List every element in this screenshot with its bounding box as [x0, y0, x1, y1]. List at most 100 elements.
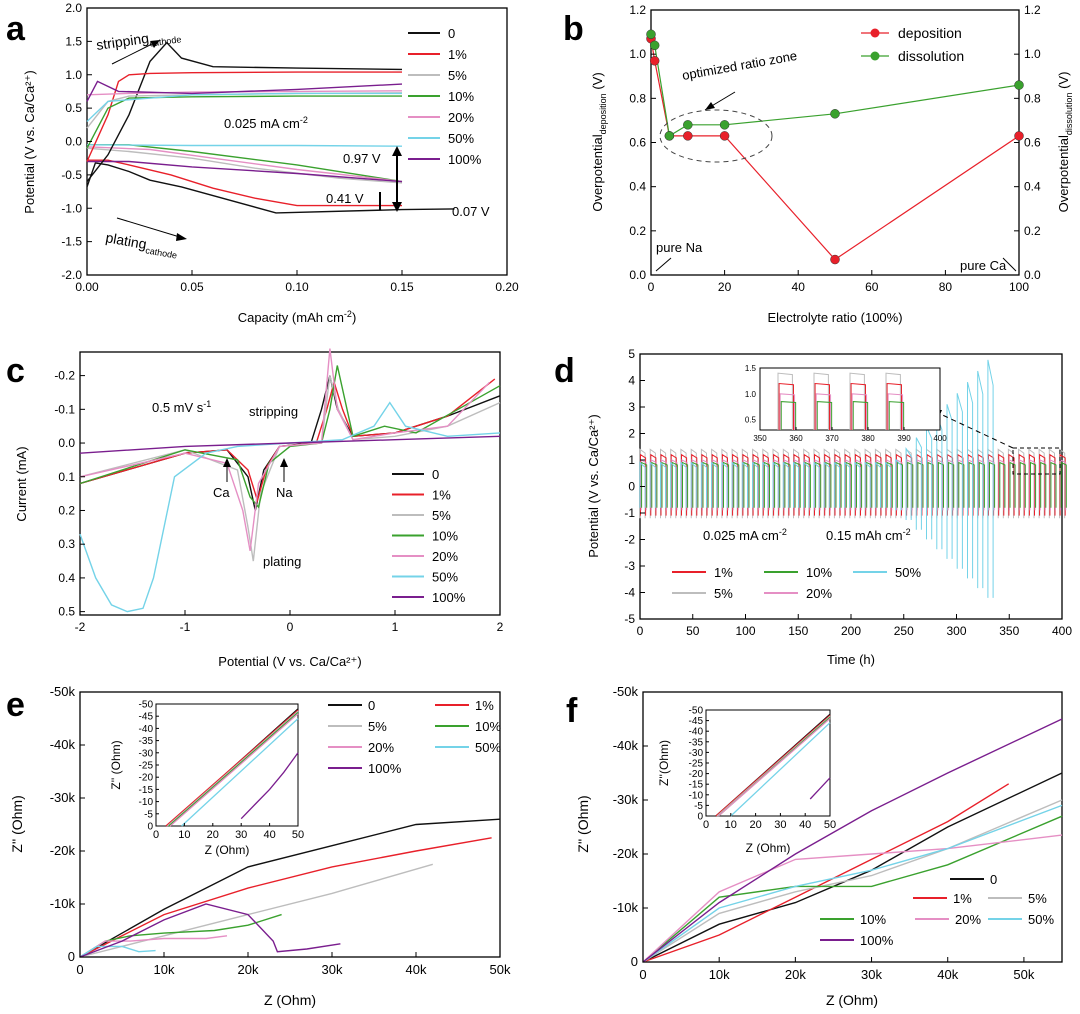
panel-e-series-100pct [79, 903, 341, 958]
panel-d-legend-label: 5% [714, 586, 733, 601]
panel-a-arrow-plating [116, 217, 184, 239]
panel-e-inset-trace [181, 718, 299, 827]
panel-f-legend-label: 50% [1028, 912, 1054, 927]
panel-a-xlabel: Capacity (mAh cm-2) [238, 309, 357, 325]
panel-d-xlabel: Time (h) [827, 652, 875, 667]
panel-a-marker-097-down [392, 202, 402, 212]
panel-d-xtick-label: 50 [686, 624, 700, 638]
panel-d-plot [639, 359, 1067, 598]
panel-d-legend-label: 20% [806, 586, 832, 601]
panel-f-ylabel: Z'' (Ohm) [575, 795, 591, 852]
panel-f-ytick-label: -30k [613, 792, 639, 807]
panel-c: c -2 -1 0 1 2 -0.2 -0.1 0.0 0.1 0.2 0.3 0.4 0.5 Pot… [6, 348, 504, 669]
panel-b-legend-label: deposition [898, 25, 962, 41]
panel-a: a 0.00 0.05 0.10 0.15 0.20 2.0 1.5 1.0 0.5 0.0 -0… [6, 1, 519, 325]
panel-b-point-dissolution [830, 109, 840, 119]
panel-d-inset-trace [887, 393, 904, 430]
panel-b-ytick-label-right: 0.2 [1024, 224, 1041, 238]
panel-b-ytick-label-right: 0.8 [1024, 91, 1041, 105]
panel-d-inset-trace [815, 393, 832, 430]
panel-f-series-10pct [642, 815, 1063, 963]
panel-b-xlabel: Electrolyte ratio (100%) [767, 310, 902, 325]
panel-e-inset-ytick-label: -5 [144, 809, 153, 820]
panel-d-ytick-label: -1 [624, 506, 635, 520]
panel-a-series-50pct [86, 144, 403, 147]
panel-c-xtick-label: -1 [180, 620, 191, 634]
panel-f-ytick-label: 0 [631, 954, 638, 969]
panel-d-series-s5 [639, 448, 1066, 519]
panel-b-arrow-na [655, 257, 672, 272]
panel-f-inset-frame [705, 709, 831, 817]
panel-a-series-0 [86, 41, 403, 183]
panel-e-legend-label: 5% [368, 719, 387, 734]
panel-e-inset-ytick-label: -25 [139, 761, 154, 772]
panel-b-ytick-label: 1.2 [629, 3, 646, 17]
panel-a-legend-label: 20% [448, 110, 474, 125]
panel-d-letter: d [554, 352, 575, 390]
panel-d: d 0 50 100 150 200 250 300 350 400 5 4 3 2 1 0 -1 -2 -3 -… [554, 347, 1072, 667]
panel-e-inset-xlabel: Z (Ohm) [205, 843, 250, 857]
panel-f-inset-ytick-label: -50 [689, 706, 704, 717]
panel-d-xtick-label: 350 [999, 624, 1019, 638]
panel-d-inset-xtick-label: 380 [861, 434, 875, 443]
panel-f-xtick-label: 0 [639, 967, 646, 982]
panel-f-series-20pct [642, 834, 1063, 963]
panel-e-series-10pct [79, 913, 282, 958]
panel-c-xlabel: Potential (V vs. Ca/Ca²⁺) [218, 654, 361, 669]
panel-c-xtick-label: 1 [392, 620, 399, 634]
panel-b-point-deposition [649, 56, 660, 66]
panel-a-ytick-label: -0.5 [61, 168, 82, 182]
panel-d-ylabel: Potential (V vs. Ca/Ca²⁺) [586, 414, 601, 557]
panel-b-xtick-label: 80 [939, 280, 953, 294]
panel-b-point-deposition [1014, 131, 1024, 141]
panel-e-inset-xtick-label: 40 [263, 829, 275, 841]
panel-e-xtick-label: 20k [238, 962, 259, 977]
panel-e-y-ticks: 0 -10k -20k -30k -40k -50k [50, 684, 85, 964]
panel-f-inset-xlabel: Z (Ohm) [746, 841, 791, 855]
panel-c-legend-label: 5% [432, 508, 451, 523]
panel-e-inset-ytick-label: 0 [147, 822, 153, 833]
panel-e-ytick-label: 0 [68, 949, 75, 964]
panel-b-x-ticks: 0 20 40 60 80 100 [648, 270, 1029, 294]
panel-a-ytick-label: 0.5 [65, 101, 82, 115]
panel-b-legend-marker [870, 51, 880, 61]
panel-c-annotation-plating: plating [263, 554, 301, 569]
panel-f-inset-ytick-label: -10 [689, 790, 704, 801]
panel-f-inset-xtick-label: 40 [799, 819, 811, 831]
panel-a-xtick-label: 0.00 [75, 280, 99, 294]
panel-e-legend-label: 0 [368, 698, 375, 713]
panel-e-inset-frame [155, 703, 299, 827]
panel-a-legend-label: 100% [448, 152, 482, 167]
panel-f-ytick-label: -20k [613, 846, 639, 861]
panel-b-arrow-ca [1002, 257, 1017, 272]
panel-a-legend-label: 0 [448, 26, 455, 41]
panel-a-series-0 [86, 162, 455, 214]
panel-e-inset-ytick-label: -50 [139, 700, 154, 711]
panel-c-legend: 0 1% 5% 10% 20% 50% 100% [392, 467, 466, 605]
panel-c-xtick-label: 2 [497, 620, 504, 634]
panel-a-ytick-label: 1.0 [65, 68, 82, 82]
panel-a-ytick-label: -1.0 [61, 201, 82, 215]
panel-e-xtick-label: 10k [154, 962, 175, 977]
panel-b-legend-marker [870, 28, 880, 38]
panel-e-legend-label: 1% [475, 698, 494, 713]
panel-f-xtick-label: 20k [785, 967, 806, 982]
panel-b-point-dissolution [1014, 80, 1024, 90]
panel-d-legend-label: 1% [714, 565, 733, 580]
panel-f-legend-label: 100% [860, 933, 894, 948]
panel-e-ytick-label: -20k [50, 843, 76, 858]
panel-d-xtick-label: 100 [735, 624, 755, 638]
panel-b-point-dissolution [683, 120, 693, 130]
panel-c-legend-label: 20% [432, 549, 458, 564]
panel-d-xtick-label: 150 [788, 624, 808, 638]
panel-e-inset-trace [169, 713, 299, 827]
panel-d-ytick-label: -2 [624, 533, 635, 547]
panel-f-xtick-label: 40k [937, 967, 958, 982]
panel-b-legend: deposition dissolution [861, 25, 964, 64]
panel-c-ytick-label: 0.2 [58, 503, 75, 517]
panel-f-inset-trace [717, 718, 831, 817]
panel-c-ytick-label: 0.0 [58, 436, 75, 450]
panel-d-ytick-label: -5 [624, 612, 635, 626]
panel-f-inset-xtick-label: 50 [824, 819, 836, 831]
panel-c-ytick-label: 0.1 [58, 470, 75, 484]
